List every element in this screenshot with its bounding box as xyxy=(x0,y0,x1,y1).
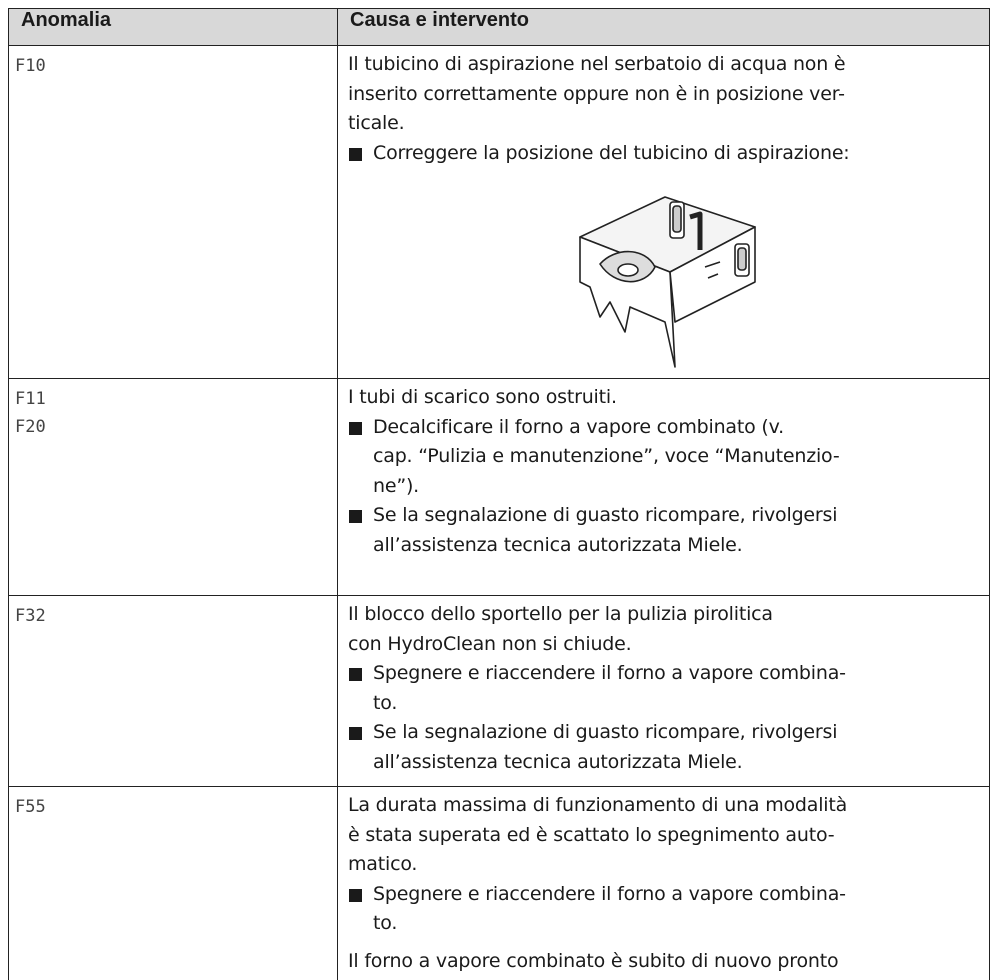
text-line: Correggere la posizione del tubicino di … xyxy=(373,141,850,164)
bullet-square xyxy=(349,668,362,681)
code-cell: F55 xyxy=(8,786,338,980)
error-code: F32 xyxy=(15,606,46,626)
code-cell: F10 xyxy=(8,45,338,379)
cause-cell: Il blocco dello sportello per la pulizia… xyxy=(337,595,990,787)
text-line: Il blocco dello sportello per la pulizia… xyxy=(348,603,773,625)
bullet-item: Se la segnalazione di guasto ricompare, … xyxy=(348,501,989,560)
text-line: all’assistenza tecnica autorizzata Miele… xyxy=(373,533,743,556)
codes: F55 xyxy=(10,787,337,821)
tank-illustration xyxy=(579,196,756,368)
text-line: I tubi di scarico sono ostruiti. xyxy=(348,386,617,408)
bullet-square xyxy=(349,888,362,902)
header-cell: Anomalia xyxy=(8,8,338,46)
bullet-item: Correggere la posizione del tubicino di … xyxy=(348,139,989,169)
paragraph: Il tubicino di aspirazione nel serbatoio… xyxy=(348,50,989,139)
table-row: F55 La durata massima di funzionamento di… xyxy=(8,786,990,980)
text-line: ne”). xyxy=(373,474,420,497)
text-line: Se la segnalazione di guasto ricompare, … xyxy=(373,721,838,743)
bullet-square xyxy=(349,421,362,435)
bullet-item: Spegnere e riaccendere il forno a vapore… xyxy=(348,880,989,939)
text-line: Spegnere e riaccendere il forno a vapore… xyxy=(373,662,846,684)
text-line: è stata superata ed è scattato lo spegni… xyxy=(348,823,835,846)
bullet-item: Se la segnalazione di guasto ricompare, … xyxy=(348,718,989,777)
cause: Il tubicino di aspirazione nel serbatoio… xyxy=(339,47,989,169)
error-code: F10 xyxy=(15,56,46,76)
codes: F11 F20 xyxy=(10,380,337,442)
text-line: Se la segnalazione di guasto ricompare, … xyxy=(373,504,838,526)
text-line: to. xyxy=(373,912,398,934)
error-code: F20 xyxy=(15,417,46,437)
table-row: F32 Il blocco dello sportello per la puli… xyxy=(8,595,990,787)
text-line: all’assistenza tecnica autorizzata Miele… xyxy=(373,750,743,773)
cause: Il blocco dello sportello per la pulizia… xyxy=(339,597,989,778)
header-row: Anomalia Causa e intervento xyxy=(8,8,990,46)
paragraph: Il blocco dello sportello per la pulizia… xyxy=(348,600,989,659)
cause: La durata massima di funzionamento di un… xyxy=(339,787,989,980)
text-line: Spegnere e riaccendere il forno a vapore… xyxy=(373,882,846,905)
cause-cell: I tubi di scarico sono ostruiti. Decalcif… xyxy=(337,378,990,596)
table-body: F10 Il tubicino di aspirazione nel serbat… xyxy=(8,45,990,980)
paragraph: La durata massima di funzionamento di un… xyxy=(348,791,989,880)
text-line: per il funzionamento. xyxy=(348,976,989,980)
text-line: Il forno a vapore combinato è subito di … xyxy=(348,949,839,972)
text-line: ticale. xyxy=(348,112,405,134)
text-line: Il tubicino di aspirazione nel serbatoio… xyxy=(348,53,846,75)
cause-cell: La durata massima di funzionamento di un… xyxy=(337,786,990,980)
text-line: to. xyxy=(373,691,398,714)
codes: F32 xyxy=(10,597,337,631)
bullet-square xyxy=(349,147,362,161)
bullet-item: Decalcificare il forno a vapore combinat… xyxy=(348,413,989,502)
paragraph: I tubi di scarico sono ostruiti. xyxy=(348,383,989,413)
text-line: inserito correttamente oppure non è in p… xyxy=(348,82,845,105)
bullet-item: Spegnere e riaccendere il forno a vapore… xyxy=(348,659,989,718)
cause: I tubi di scarico sono ostruiti. Decalcif… xyxy=(339,380,989,561)
code-cell: F32 xyxy=(8,595,338,787)
table-row: F10 Il tubicino di aspirazione nel serbat… xyxy=(8,45,990,379)
bullet-square xyxy=(349,510,362,523)
table-row: F11 F20 I tubi di scarico sono ostruiti. De… xyxy=(8,378,990,596)
paragraph: Il forno a vapore combinato è subito di … xyxy=(348,947,989,980)
bullet-square xyxy=(349,727,362,740)
codes: F10 xyxy=(10,47,337,81)
text-line: cap. “Pulizia e manutenzione”, voce “Man… xyxy=(373,445,840,467)
text-line: matico. xyxy=(348,853,418,875)
cause-cell: Il tubicino di aspirazione nel serbatoio… xyxy=(337,45,990,379)
text-line: con HydroClean non si chiude. xyxy=(348,632,632,655)
troubleshooting-table: Anomalia Causa e intervento F10 Il tubici… xyxy=(8,8,990,980)
code-cell: F11 F20 xyxy=(8,378,338,596)
header-cell: Causa e intervento xyxy=(337,8,990,46)
error-code: F11 xyxy=(15,389,46,409)
text-line: La durata massima di funzionamento di un… xyxy=(348,794,848,816)
error-code: F55 xyxy=(15,797,46,817)
text-line: Decalcificare il forno a vapore combinat… xyxy=(373,415,785,438)
